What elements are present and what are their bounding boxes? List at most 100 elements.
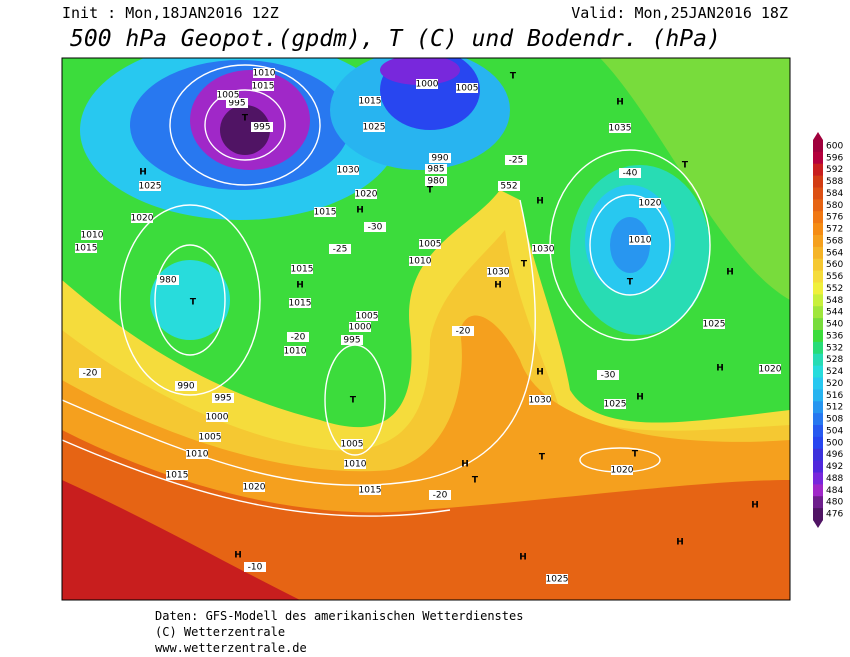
- contour-label: 1015: [359, 97, 382, 107]
- contour-label: 1030: [337, 166, 360, 176]
- colorbar-swatch: [813, 365, 823, 378]
- contour-label: 1015: [252, 82, 275, 92]
- colorbar-label: 476: [826, 510, 843, 520]
- contour-label: 980: [427, 177, 444, 187]
- contour-label: 1010: [344, 460, 367, 470]
- label-box: [253, 68, 275, 78]
- colorbar-swatch: [813, 472, 823, 485]
- label-box: [291, 264, 313, 274]
- colorbar-label: 572: [826, 225, 843, 235]
- pressure-center: H: [616, 98, 624, 108]
- label-box: [604, 399, 626, 409]
- contour-label: 1015: [359, 486, 382, 496]
- label-box: [532, 244, 554, 254]
- colorbar-swatch: [813, 389, 823, 402]
- colorbar-label: 548: [826, 296, 843, 306]
- pressure-center: H: [751, 501, 759, 511]
- colorbar-swatch: [813, 377, 823, 390]
- colorbar-label: 520: [826, 379, 843, 389]
- label-box: [344, 459, 366, 469]
- contour-label: 985: [427, 165, 444, 175]
- contour-label: 1015: [75, 244, 98, 254]
- label-box: [609, 123, 631, 133]
- label-box: [75, 243, 97, 253]
- label-box: [639, 198, 661, 208]
- colorbar-swatch: [813, 175, 823, 188]
- colorbar-label: 488: [826, 474, 843, 484]
- colorbar-label: 484: [826, 486, 843, 496]
- pressure-center: H: [296, 281, 304, 291]
- pressure-center: T: [539, 453, 546, 463]
- colorbar-label: 504: [826, 426, 843, 436]
- label-box: [363, 122, 385, 132]
- colorbar-swatch: [813, 330, 823, 343]
- pressure-center: T: [472, 476, 479, 486]
- contour-label: 1010: [629, 236, 652, 246]
- label-box: [199, 432, 221, 442]
- pressure-center: T: [521, 260, 528, 270]
- contour-label: -25: [509, 156, 524, 166]
- label-box: [284, 346, 306, 356]
- colorbar-swatch: [813, 223, 823, 236]
- contour-label: 1020: [355, 190, 378, 200]
- label-box: [359, 485, 381, 495]
- contour-label: 1000: [416, 80, 439, 90]
- label-box: [359, 96, 381, 106]
- contour-label: 1020: [759, 365, 782, 375]
- map: [62, 58, 790, 600]
- colorbar-label: 492: [826, 462, 843, 472]
- contour-label: 1010: [186, 450, 209, 460]
- label-box: [157, 275, 179, 285]
- label-box: [429, 153, 451, 163]
- valid-time: Valid: Mon,25JAN2016 18Z: [571, 4, 788, 22]
- label-box: [81, 230, 103, 240]
- contour-label: 1015: [291, 265, 314, 275]
- label-box: [206, 412, 228, 422]
- label-box: [186, 449, 208, 459]
- contour-label: 1025: [703, 320, 726, 330]
- label-box: [364, 222, 386, 232]
- colorbar-swatch: [813, 294, 823, 307]
- label-box: [456, 83, 478, 93]
- contour-label: 1005: [341, 440, 364, 450]
- colorbar-swatch: [813, 425, 823, 438]
- contour-label: 1030: [532, 245, 555, 255]
- colorbar-swatch: [813, 484, 823, 497]
- label-box: [419, 239, 441, 249]
- colorbar-swatch: [813, 341, 823, 355]
- contour-label: -30: [368, 223, 383, 233]
- contour-label: 1020: [131, 214, 154, 224]
- label-box: [166, 470, 188, 480]
- pressure-center: H: [716, 364, 724, 374]
- label-box: [252, 81, 274, 91]
- colorbar-swatch: [813, 235, 823, 248]
- label-box: [79, 368, 101, 378]
- contour-label: 1010: [253, 69, 276, 79]
- colorbar-label: 592: [826, 165, 843, 175]
- label-box: [287, 332, 309, 342]
- label-box: [409, 256, 431, 266]
- contour-label: 1030: [487, 268, 510, 278]
- label-box: [452, 326, 474, 336]
- colorbar-label: 528: [826, 355, 843, 365]
- pressure-center: H: [234, 551, 242, 561]
- label-box: [356, 311, 378, 321]
- colorbar-label: 588: [826, 177, 843, 187]
- colorbar-label: 560: [826, 260, 843, 270]
- colorbar-swatch: [813, 413, 823, 426]
- label-box: [425, 164, 447, 174]
- colorbar-swatch: [813, 270, 823, 283]
- pressure-center: T: [242, 114, 249, 124]
- colorbar-swatch: [813, 508, 823, 521]
- label-box: [619, 168, 641, 178]
- contour-label: 1010: [81, 231, 104, 241]
- colorbar-label: 596: [826, 153, 843, 163]
- colorbar-label: 568: [826, 236, 843, 246]
- contour-label: -10: [248, 563, 263, 573]
- contour-label: 1035: [609, 124, 632, 134]
- label-box: [243, 482, 265, 492]
- colorbar-swatch: [813, 163, 823, 177]
- colorbar-swatch: [813, 246, 823, 260]
- colorbar-label: 512: [826, 403, 843, 413]
